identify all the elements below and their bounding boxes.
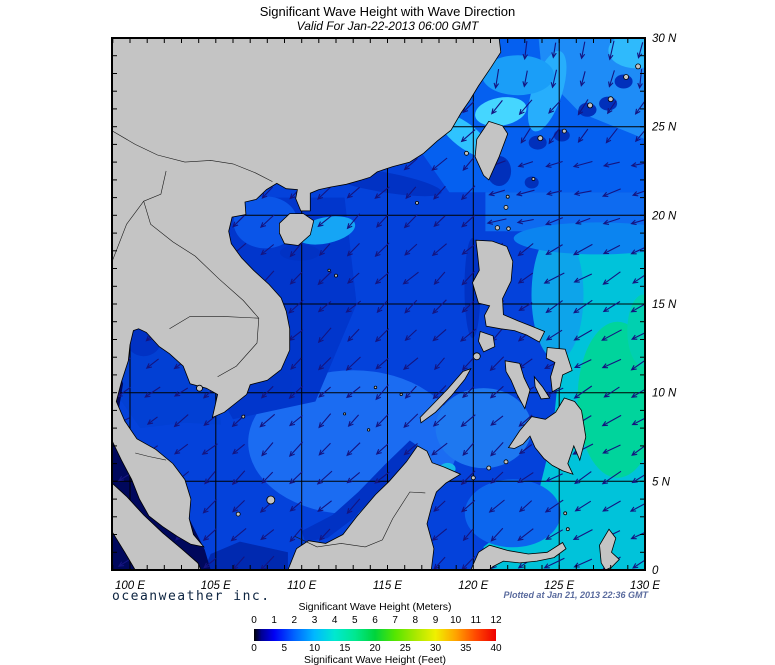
lat-label: 5 N [652,476,671,488]
colorbar-meters-ticks: 0 1 2 3 4 5 6 7 8 9 10 11 12 [251,615,501,626]
lon-label: 115 E [373,580,403,592]
oceanweather-logo: oceanweather inc. [112,589,271,604]
land-layer [112,38,641,570]
colorbar-feet-tick: 20 [369,643,381,654]
lat-label: 20 N [651,210,677,222]
lon-label: 110 E [287,580,317,592]
lon-label: 125 E [544,580,574,592]
wave-map: 100 E 105 E 110 E 115 E 120 E 125 E 130 E 30 N 2… [111,33,677,592]
chart-subtitle: Valid For Jan-22-2013 06:00 GMT [296,19,479,33]
colorbar-meter-tick: 8 [412,615,419,626]
lat-label: 10 N [652,388,677,400]
colorbar-gradient [254,629,496,641]
colorbar-title-meters: Significant Wave Height (Meters) [298,601,452,613]
lon-label: 120 E [458,580,488,592]
colorbar-feet-tick: 40 [490,643,502,654]
colorbar-feet-tick: 35 [460,643,472,654]
axis-labels: 100 E 105 E 110 E 115 E 120 E 125 E 130 E 30 N 2… [115,33,677,592]
colorbar-meter-tick: 4 [331,615,338,626]
colorbar-meter-tick: 3 [311,615,318,626]
colorbar-meter-tick: 9 [432,615,439,626]
colorbar-feet-tick: 10 [308,643,321,654]
colorbar-feet-ticks: 0 5 10 15 20 25 30 35 40 [251,643,501,654]
colorbar-feet-tick: 15 [339,643,351,654]
axis-ticks [112,38,645,570]
colorbar-meter-tick: 12 [490,615,502,626]
lon-label: 105 E [201,580,231,592]
lat-label: 25 N [651,122,677,134]
lat-label: 0 [652,565,659,577]
colorbar-meter-tick: 0 [251,615,257,626]
colorbar-meter-tick: 1 [271,615,277,626]
colorbar-meter-tick: 11 [470,615,482,626]
colorbar-meter-tick: 5 [352,615,358,626]
colorbar-meter-tick: 2 [291,615,298,626]
colorbar-feet-tick: 30 [429,643,442,654]
lat-label: 30 N [652,33,677,45]
colorbar-meter-tick: 10 [450,615,462,626]
plotted-timestamp: Plotted at Jan 21, 2013 22:36 GMT [503,590,648,600]
lat-label: 15 N [652,299,677,311]
colorbar-feet-tick: 0 [251,643,257,654]
colorbar-meter-tick: 7 [392,615,398,626]
lon-label: 100 E [115,580,145,592]
lon-label: 130 E [630,580,660,592]
chart-title: Significant Wave Height with Wave Direct… [259,4,516,19]
colorbar-title-feet: Significant Wave Height (Feet) [303,654,446,665]
colorbar-meter-tick: 6 [372,615,378,626]
colorbar-feet-tick: 5 [281,643,288,654]
colorbar-feet-tick: 25 [399,643,411,654]
